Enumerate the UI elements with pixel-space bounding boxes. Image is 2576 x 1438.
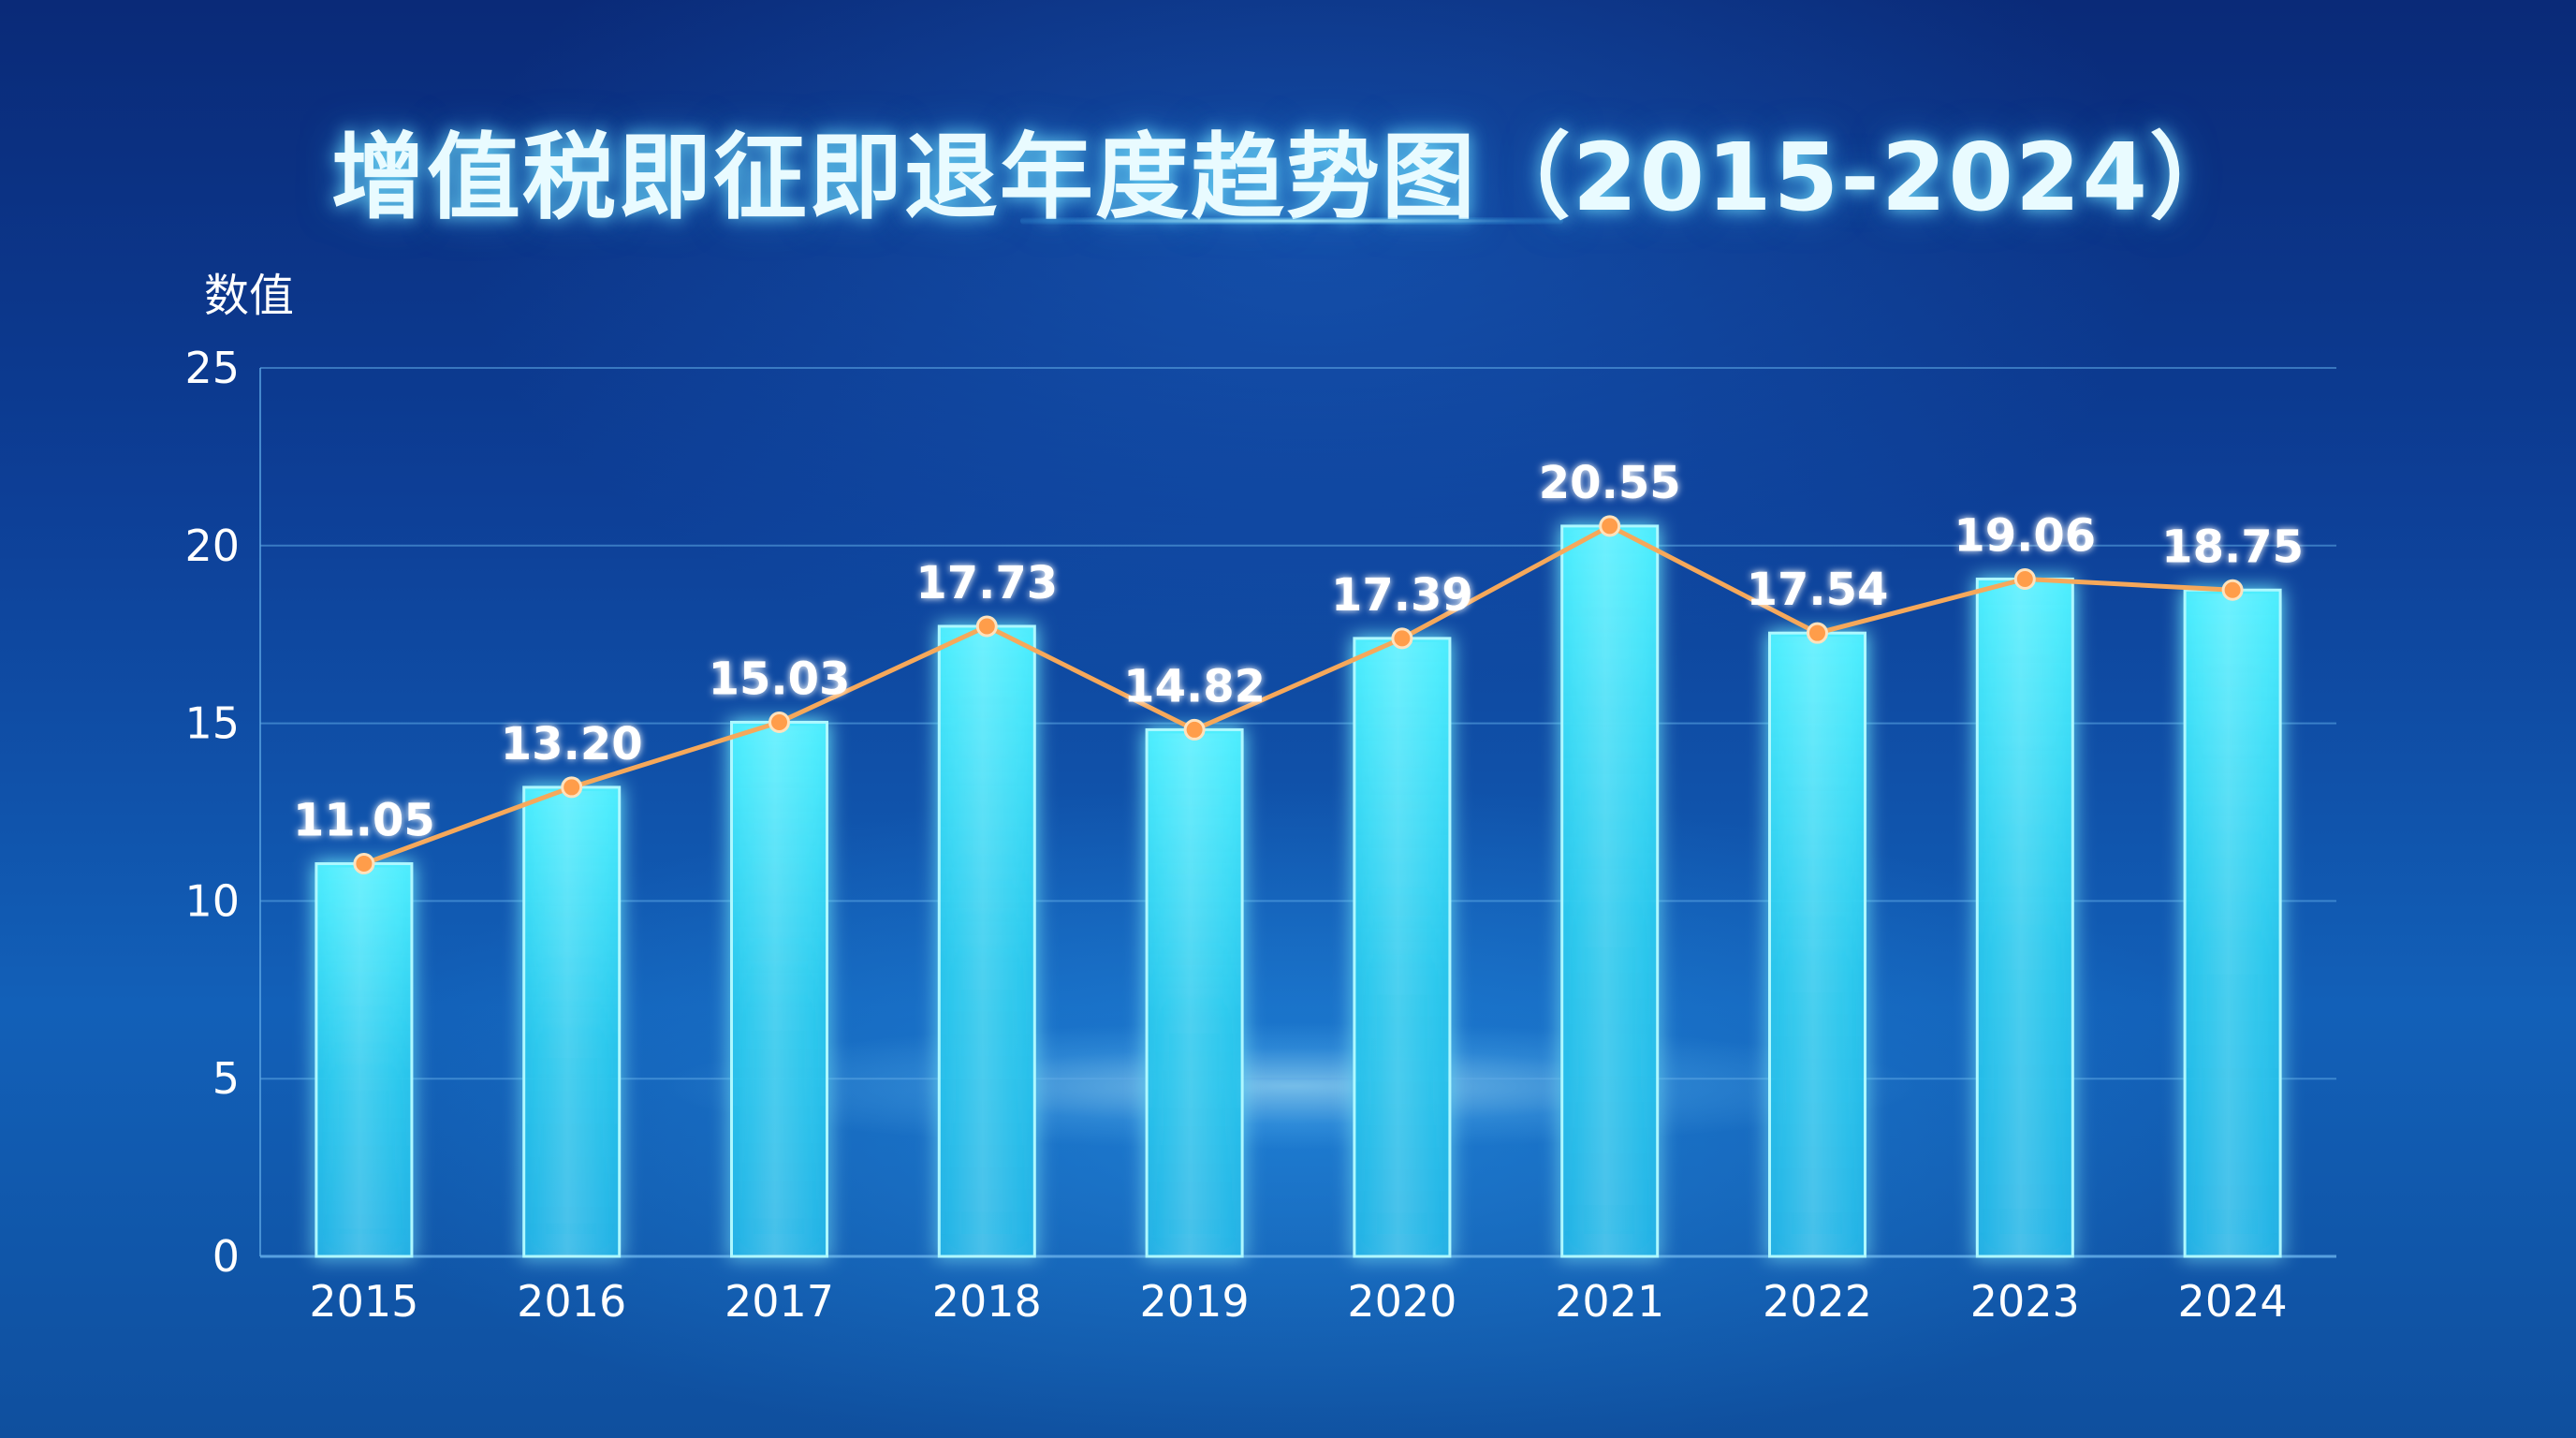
bar-shine-2024 bbox=[2190, 594, 2276, 1256]
y-axis-title: 数值 bbox=[204, 270, 294, 322]
trend-point-2017 bbox=[768, 711, 790, 733]
value-labels: 11.05 13.20 15.03 17.73 14.82 17.39 20.55 17.54… bbox=[293, 457, 2304, 847]
x-tick-label-2016: 2016 bbox=[517, 1276, 626, 1327]
trend-point-2023 bbox=[2013, 567, 2036, 590]
x-tick-label-2024: 2024 bbox=[2178, 1276, 2288, 1327]
x-tick-label-2018: 2018 bbox=[932, 1276, 1042, 1327]
value-label-2017: 15.03 bbox=[709, 653, 851, 705]
trend-point-2016 bbox=[561, 776, 583, 799]
trend-point-2015 bbox=[353, 853, 375, 875]
bar-shine-2022 bbox=[1775, 637, 1860, 1256]
trend-point-2024 bbox=[2221, 579, 2244, 601]
x-axis-ticks: 2015 2016 2017 2018 2019 2020 2021 2022 2023 2024 bbox=[309, 1276, 2287, 1327]
bar-shine-2015 bbox=[321, 867, 406, 1256]
y-tick-label-20: 20 bbox=[184, 521, 240, 571]
bar-shine-2021 bbox=[1567, 529, 1652, 1256]
value-label-2019: 14.82 bbox=[1123, 660, 1266, 712]
trend-point-2019 bbox=[1183, 718, 1206, 741]
x-tick-label-2017: 2017 bbox=[724, 1276, 834, 1327]
bars bbox=[315, 524, 2282, 1258]
bar-shine-2020 bbox=[1359, 641, 1444, 1256]
value-label-2020: 17.39 bbox=[1331, 569, 1473, 622]
value-label-2015: 11.05 bbox=[293, 795, 435, 847]
value-label-2024: 18.75 bbox=[2161, 521, 2304, 573]
y-axis-ticks: 0 5 10 15 20 25 bbox=[184, 343, 240, 1282]
bar-shine-2016 bbox=[529, 790, 614, 1256]
value-label-2023: 19.06 bbox=[1954, 509, 2096, 562]
value-label-2022: 17.54 bbox=[1747, 564, 1889, 616]
x-tick-label-2022: 2022 bbox=[1763, 1276, 1872, 1327]
trend-point-2020 bbox=[1391, 627, 1413, 650]
value-label-2016: 13.20 bbox=[501, 718, 643, 770]
chart-title: 增值税即征即退年度趋势图（2015-2024） bbox=[330, 123, 2246, 232]
bar-shine-2017 bbox=[737, 726, 822, 1256]
value-label-2021: 20.55 bbox=[1539, 457, 1681, 509]
y-tick-label-0: 0 bbox=[212, 1231, 240, 1282]
trend-point-2021 bbox=[1599, 515, 1621, 537]
value-label-2018: 17.73 bbox=[915, 557, 1058, 609]
title-glow-underline bbox=[1020, 217, 1563, 225]
x-tick-label-2015: 2015 bbox=[309, 1276, 418, 1327]
y-tick-label-5: 5 bbox=[212, 1053, 240, 1104]
x-tick-label-2021: 2021 bbox=[1555, 1276, 1664, 1327]
bar-shine-2018 bbox=[944, 629, 1030, 1256]
x-tick-label-2023: 2023 bbox=[1970, 1276, 2080, 1327]
y-tick-label-15: 15 bbox=[184, 698, 240, 749]
bar-shine-2019 bbox=[1152, 733, 1237, 1256]
y-tick-label-10: 10 bbox=[184, 875, 240, 926]
trend-line bbox=[363, 523, 2233, 866]
x-tick-label-2020: 2020 bbox=[1347, 1276, 1456, 1327]
y-tick-label-25: 25 bbox=[184, 343, 240, 393]
bar-shine-2023 bbox=[1983, 582, 2068, 1256]
trend-point-2018 bbox=[975, 615, 998, 638]
trend-line-layer bbox=[353, 515, 2244, 875]
trend-point-2022 bbox=[1807, 622, 1828, 644]
x-tick-label-2019: 2019 bbox=[1140, 1276, 1250, 1327]
